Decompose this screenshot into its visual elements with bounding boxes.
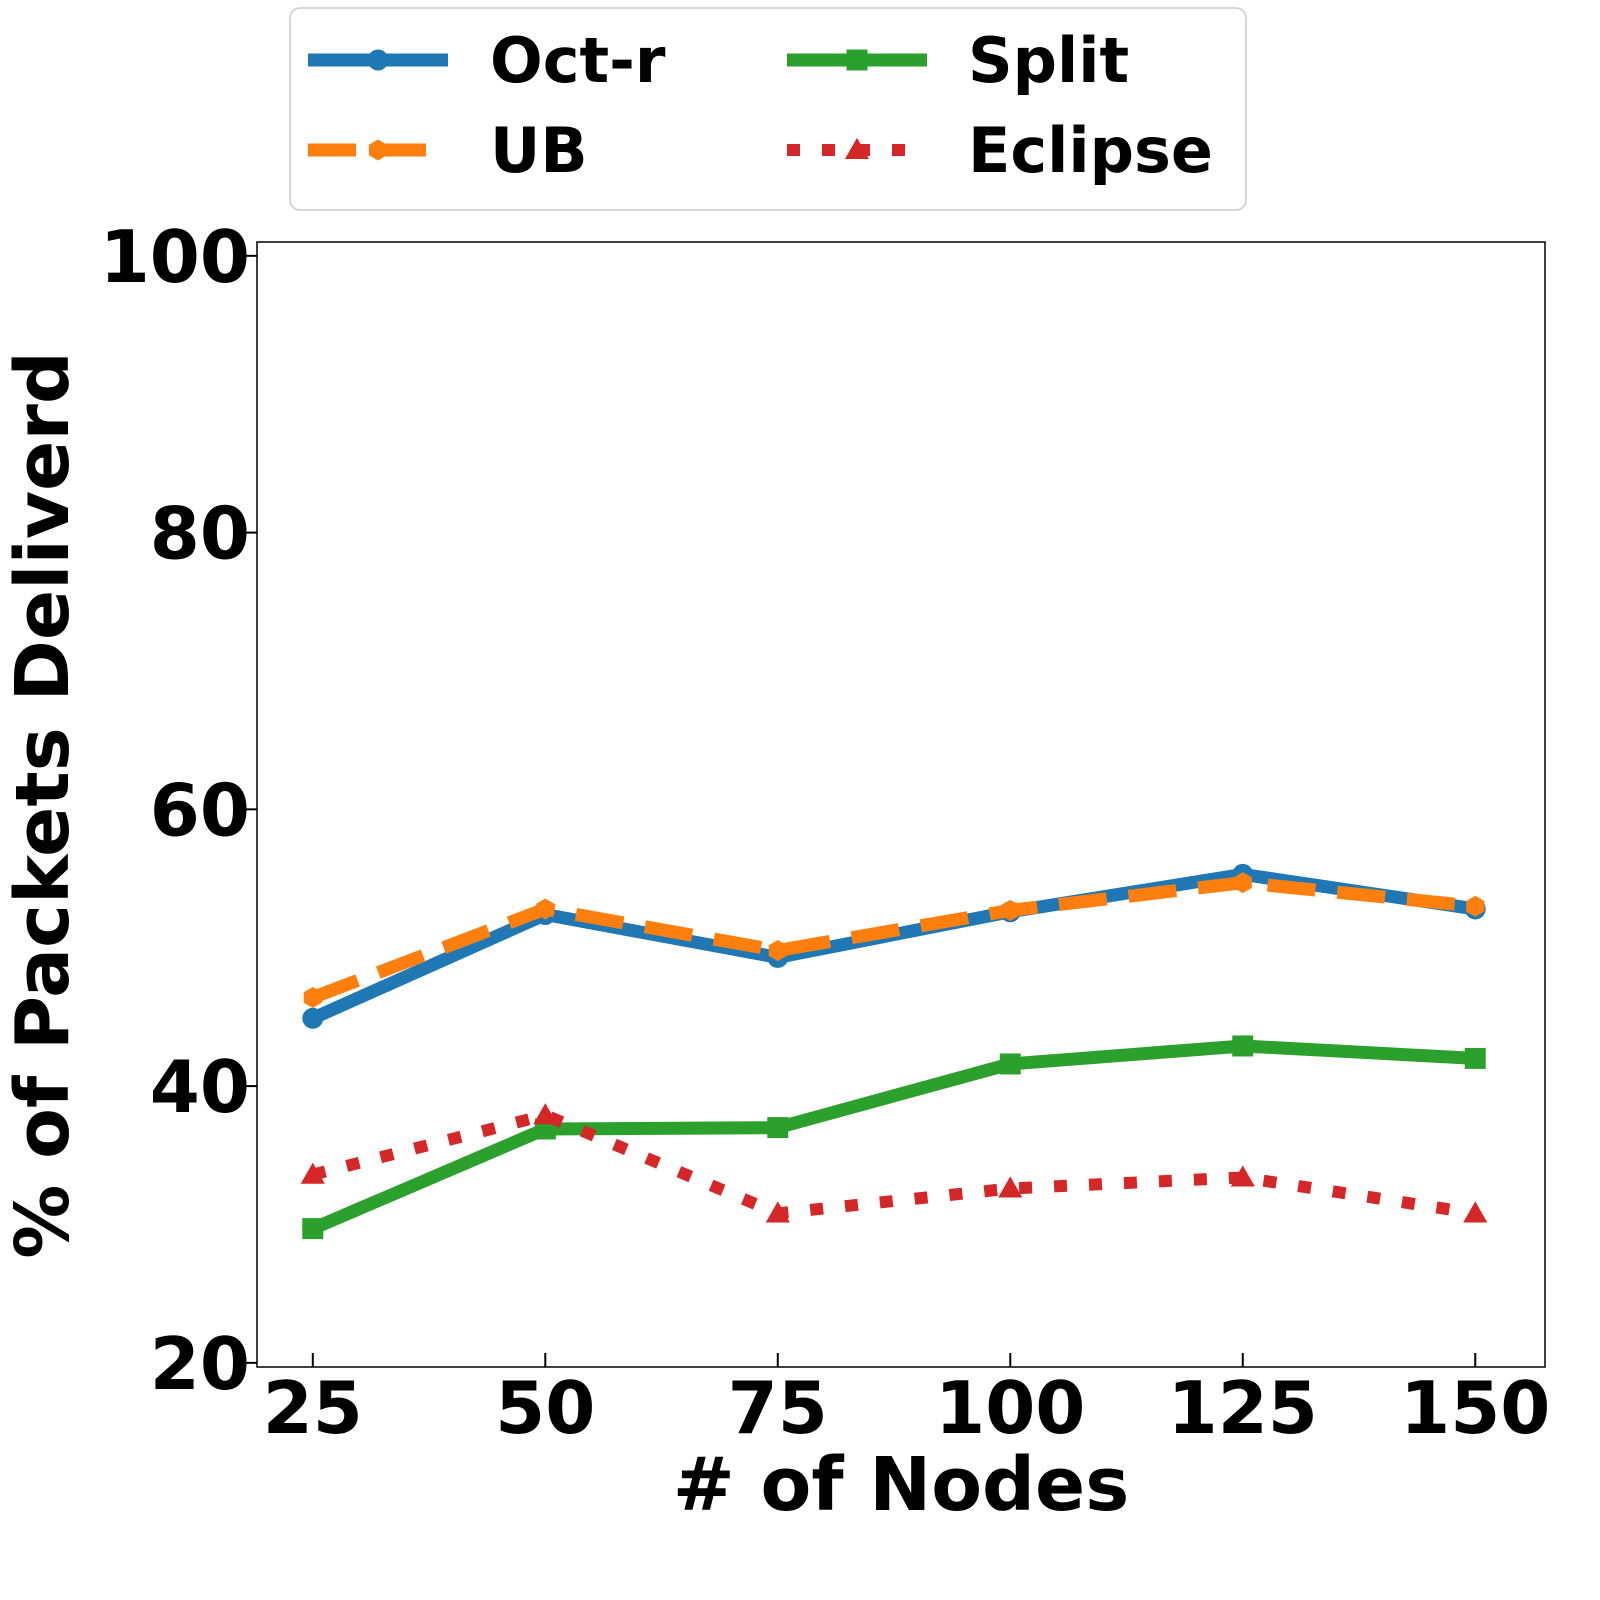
legend-marker-ub bbox=[368, 139, 388, 161]
y-tick-label: 60 bbox=[150, 768, 250, 852]
data-point-eclipse bbox=[300, 1162, 325, 1184]
data-point-ub bbox=[768, 939, 787, 961]
plot-area bbox=[256, 241, 1546, 1368]
series-ub bbox=[303, 872, 1485, 1009]
data-point-oct-r bbox=[302, 1007, 324, 1029]
data-point-ub bbox=[1001, 899, 1020, 921]
data-point-eclipse bbox=[998, 1176, 1023, 1198]
series-split bbox=[302, 1035, 1486, 1240]
axis-ticks: 25 50 75 100 125 150 20 40 60 80 100 bbox=[100, 215, 1551, 1450]
y-tick-label: 100 bbox=[100, 215, 250, 299]
x-tick-label: 75 bbox=[728, 1366, 828, 1450]
data-point-ub bbox=[1233, 872, 1252, 894]
data-point-split bbox=[302, 1218, 324, 1240]
data-point-split bbox=[1232, 1035, 1254, 1057]
x-axis-label: # of Nodes bbox=[673, 1442, 1130, 1528]
legend-item-ub: UB bbox=[308, 114, 588, 187]
legend-item-split: Split bbox=[787, 24, 1129, 97]
data-point-eclipse bbox=[1230, 1165, 1255, 1187]
plot-frame bbox=[256, 241, 1546, 1368]
data-point-split bbox=[1464, 1047, 1486, 1069]
x-tick-label: 150 bbox=[1400, 1366, 1550, 1450]
y-tick-label: 20 bbox=[150, 1322, 250, 1406]
data-point-eclipse bbox=[533, 1103, 558, 1125]
series-layer bbox=[300, 863, 1488, 1240]
series-line-ub bbox=[310, 876, 1476, 1004]
legend-label-split: Split bbox=[968, 24, 1129, 97]
legend-label-ub: UB bbox=[490, 114, 588, 187]
y-axis-label: % of Packets Deliverd bbox=[0, 351, 86, 1259]
data-point-eclipse bbox=[765, 1201, 790, 1223]
y-tick-label: 80 bbox=[150, 492, 250, 576]
legend-item-eclipse: Eclipse bbox=[787, 114, 1213, 187]
series-eclipse bbox=[300, 1103, 1488, 1223]
data-point-ub bbox=[536, 898, 555, 920]
legend-item-oct-r: Oct-r bbox=[308, 24, 666, 97]
x-tick-label: 50 bbox=[495, 1366, 595, 1450]
y-tick-label: 40 bbox=[150, 1045, 250, 1129]
legend-marker-split bbox=[846, 49, 868, 71]
legend: Oct-r UB Split Eclipse bbox=[289, 7, 1247, 211]
data-point-eclipse bbox=[1463, 1201, 1488, 1223]
x-tick-label: 125 bbox=[1168, 1366, 1318, 1450]
data-point-ub bbox=[303, 987, 322, 1009]
data-point-split bbox=[999, 1053, 1021, 1075]
series-line-split bbox=[310, 1039, 1476, 1235]
legend-marker-oct-r bbox=[367, 49, 389, 71]
legend-box bbox=[289, 7, 1247, 211]
data-point-split bbox=[767, 1117, 789, 1139]
x-tick-label: 100 bbox=[935, 1366, 1085, 1450]
legend-marker-eclipse bbox=[844, 137, 870, 160]
legend-label-eclipse: Eclipse bbox=[968, 114, 1213, 187]
x-tick-label: 25 bbox=[263, 1366, 363, 1450]
series-line-eclipse bbox=[311, 1109, 1477, 1220]
series-line-oct-r bbox=[310, 867, 1477, 1025]
legend-label-oct-r: Oct-r bbox=[490, 24, 666, 97]
data-point-ub bbox=[1466, 895, 1485, 917]
